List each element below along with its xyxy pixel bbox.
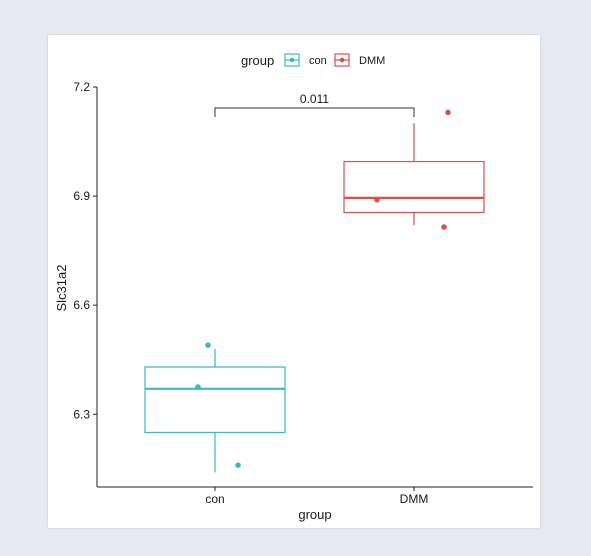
data-point bbox=[374, 196, 380, 203]
y-tick-label: 6.9 bbox=[73, 189, 90, 203]
legend-key-dot bbox=[289, 57, 295, 63]
legend: group con DMM bbox=[241, 53, 385, 68]
y-axis-label: Slc31a2 bbox=[54, 265, 69, 312]
y-tick-label: 7.2 bbox=[73, 80, 90, 94]
y-tick-label: 6.3 bbox=[73, 407, 90, 421]
y-tick-label: 6.6 bbox=[73, 298, 90, 312]
x-axis-label: group bbox=[298, 507, 331, 522]
box-rect bbox=[343, 160, 485, 214]
x-tick-label: con bbox=[205, 492, 224, 506]
legend-label: DMM bbox=[359, 55, 385, 67]
legend-label: con bbox=[309, 55, 327, 67]
data-point bbox=[195, 384, 201, 390]
data-point bbox=[445, 109, 451, 116]
legend-key-dot bbox=[339, 57, 345, 63]
data-point bbox=[441, 224, 447, 230]
data-point bbox=[235, 462, 241, 468]
legend-title: group bbox=[241, 53, 274, 68]
data-point bbox=[205, 342, 211, 348]
plot-panel bbox=[48, 35, 540, 528]
p-value-label: 0.011 bbox=[300, 92, 329, 106]
box-rect bbox=[144, 366, 286, 434]
significance-bracket bbox=[214, 107, 415, 117]
x-tick-label: DMM bbox=[400, 492, 429, 506]
